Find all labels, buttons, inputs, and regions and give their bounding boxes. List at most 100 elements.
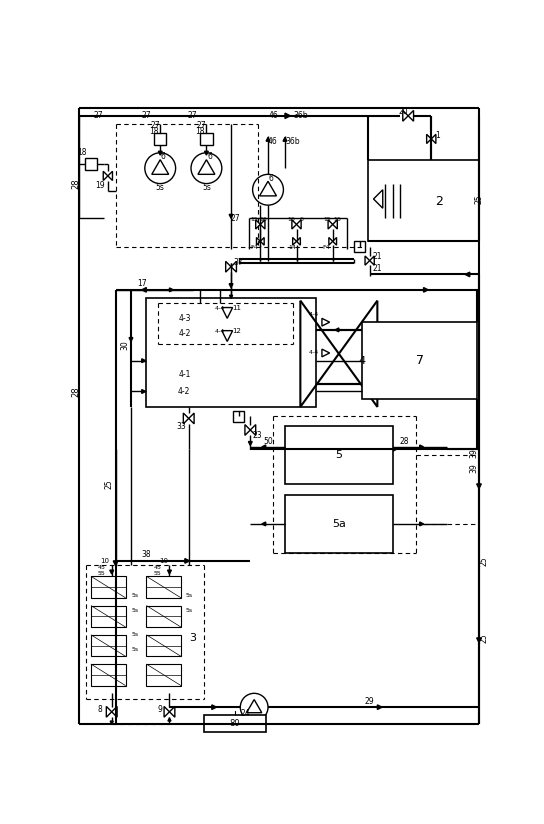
Text: 27: 27 [141,111,151,120]
Bar [285,495,393,553]
Text: 38: 38 [141,550,151,559]
Polygon shape [420,522,424,526]
Text: 10: 10 [100,558,109,564]
Text: 4-4: 4-4 [215,329,225,334]
Text: 4-2: 4-2 [178,330,191,338]
Text: 4-3: 4-3 [178,314,191,323]
Polygon shape [333,237,337,246]
Text: 5s: 5s [131,631,138,636]
Text: 4: 4 [358,356,366,366]
Text: 9: 9 [158,705,163,714]
Bar [146,634,181,657]
Polygon shape [259,181,276,196]
Polygon shape [393,447,397,452]
Polygon shape [374,190,383,208]
Text: 1: 1 [435,131,440,140]
Polygon shape [424,288,428,293]
Polygon shape [335,328,339,332]
Text: 5: 5 [335,450,342,460]
Polygon shape [246,700,262,713]
Polygon shape [142,288,146,293]
Text: 25: 25 [479,633,488,643]
Text: 6: 6 [269,174,274,183]
Text: 55: 55 [98,571,106,576]
Polygon shape [329,237,333,246]
Polygon shape [256,237,261,246]
Text: 55: 55 [154,571,162,576]
Polygon shape [296,220,301,229]
Text: 10: 10 [159,558,168,564]
Polygon shape [113,561,118,565]
Polygon shape [230,295,233,298]
Polygon shape [170,706,175,717]
Polygon shape [129,338,133,341]
Text: 6: 6 [161,152,166,162]
Text: 4-4: 4-4 [215,306,225,311]
Polygon shape [250,424,256,435]
Polygon shape [185,559,189,563]
Polygon shape [226,261,231,272]
Text: 15: 15 [250,218,258,222]
Text: 27: 27 [151,121,160,130]
Text: 5s: 5s [131,647,138,652]
Polygon shape [152,160,169,175]
Bar [354,241,365,252]
Text: 28: 28 [399,437,409,446]
Bar [285,426,393,484]
Polygon shape [266,138,270,141]
Text: 5a: 5a [332,519,346,529]
Text: 4-4: 4-4 [308,312,319,317]
Polygon shape [170,288,174,292]
Text: 80: 80 [230,719,240,728]
Polygon shape [222,330,233,341]
Text: 36b: 36b [293,111,308,120]
Polygon shape [142,390,146,393]
Text: 39: 39 [469,464,478,473]
Polygon shape [222,307,233,318]
Text: 7: 7 [416,354,424,368]
Polygon shape [378,705,382,709]
Text: 5s: 5s [202,183,211,192]
Polygon shape [477,484,481,489]
Text: 24: 24 [240,709,250,718]
Polygon shape [283,138,287,141]
Polygon shape [249,442,252,446]
Polygon shape [168,570,171,574]
Bar [368,161,479,241]
Polygon shape [229,214,233,218]
Polygon shape [164,706,170,717]
Text: 21: 21 [373,252,382,261]
Polygon shape [231,261,237,272]
Polygon shape [370,256,374,265]
Text: 25: 25 [479,556,488,566]
Polygon shape [262,445,265,449]
Polygon shape [293,237,296,246]
Polygon shape [245,424,250,435]
Text: 19: 19 [95,180,105,190]
Text: 5s: 5s [131,608,138,613]
Text: 27: 27 [93,111,103,120]
Bar [146,606,181,627]
Text: 6: 6 [300,218,304,222]
Text: 12: 12 [232,329,241,335]
Polygon shape [261,220,265,229]
Polygon shape [212,705,217,709]
Bar [204,715,265,732]
Polygon shape [322,318,330,326]
Text: F4: F4 [250,245,258,250]
Bar [146,297,316,407]
Polygon shape [183,413,189,424]
Text: 18: 18 [78,148,87,157]
Text: 46: 46 [269,111,279,120]
Polygon shape [110,721,113,724]
Text: 25: 25 [474,194,484,204]
Polygon shape [408,110,413,121]
Polygon shape [106,706,112,717]
Bar [146,576,181,598]
Text: 6: 6 [207,152,212,162]
Text: 45: 45 [154,564,162,569]
Polygon shape [322,349,330,357]
Text: 11: 11 [232,306,241,311]
Text: 46: 46 [268,137,277,146]
Text: 15: 15 [324,218,331,222]
